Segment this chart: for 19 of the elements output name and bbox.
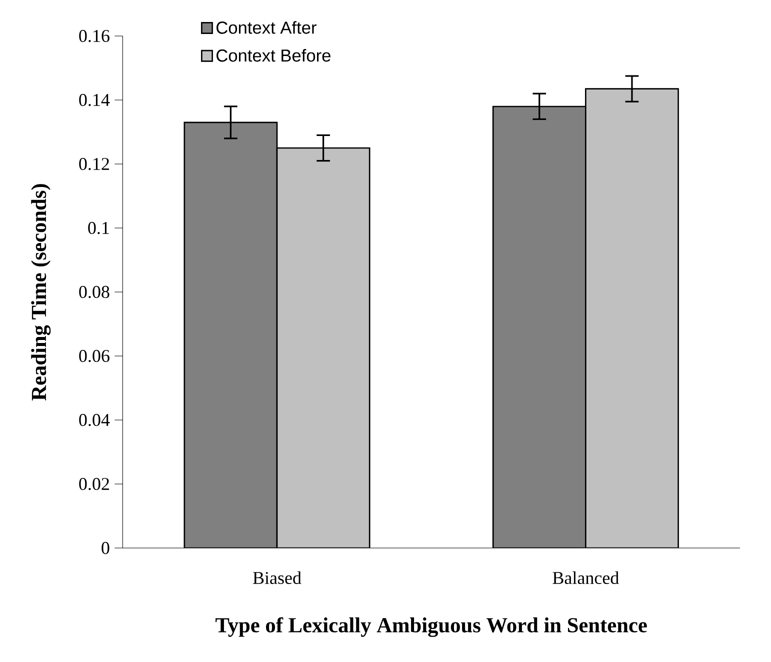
legend-label: Context After — [216, 21, 316, 34]
y-tick-label: 0.08 — [79, 286, 110, 298]
bar — [276, 147, 370, 548]
y-tick-label: 0 — [102, 542, 110, 554]
y-tick-label: 0.04 — [79, 414, 110, 426]
bar — [184, 122, 278, 548]
bar — [492, 106, 586, 548]
y-axis-title: Reading Time (seconds) — [31, 184, 51, 400]
y-tick-label: 0.02 — [79, 478, 109, 490]
legend-label: Context Before — [216, 48, 330, 62]
x-tick-label: Biased — [253, 571, 302, 584]
y-tick-label: 0.1 — [88, 222, 109, 234]
y-tick-label: 0.14 — [79, 94, 110, 106]
y-tick-label: 0.06 — [79, 350, 110, 362]
y-tick-label: 0.12 — [79, 158, 109, 170]
x-tick-label: Balanced — [552, 571, 619, 584]
y-tick-label: 0.16 — [79, 30, 110, 42]
bar — [585, 88, 679, 548]
x-axis-title: Type of Lexically Ambiguous Word in Sentence — [216, 617, 647, 637]
